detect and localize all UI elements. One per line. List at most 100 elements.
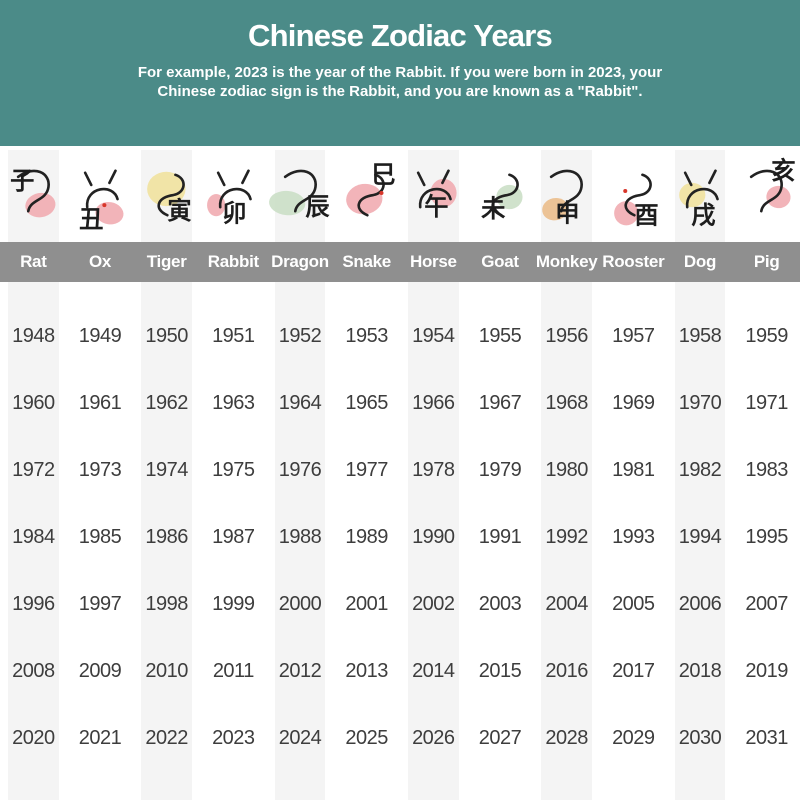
year-cell: 1948 [12, 325, 55, 347]
year-cell: 2000 [278, 593, 322, 615]
zodiac-monkey-illustration: 申 [533, 146, 600, 242]
red-accent-dot [102, 203, 107, 208]
year-cell: 1969 [612, 392, 655, 414]
year-cell: 2025 [345, 727, 388, 749]
brush-stroke [283, 169, 317, 213]
zodiac-character: 寅 [168, 196, 192, 225]
year-cell: 1986 [145, 526, 188, 548]
zodiac-column-ox: 丑 Ox 1949 1961 1973 1985 1997 2009 2021 [66, 146, 134, 800]
year-cell: 2031 [745, 727, 788, 749]
zodiac-name-goat: Goat [466, 242, 534, 282]
year-cell: 2007 [745, 593, 788, 615]
year-cell: 2029 [612, 727, 655, 749]
year-cell: 1989 [345, 526, 388, 548]
year-cell: 2012 [278, 660, 322, 682]
zodiac-character: 辰 [305, 192, 330, 221]
year-cell: 1951 [212, 325, 255, 347]
zodiac-name-rat: Rat [0, 242, 67, 282]
year-cell: 1963 [212, 392, 255, 414]
year-cell: 1994 [678, 526, 722, 548]
year-list: 1956 1968 1980 1992 2004 2016 2028 [533, 282, 600, 800]
year-cell: 1965 [345, 392, 388, 414]
zodiac-name-tiger: Tiger [133, 242, 200, 282]
zodiac-character: 申 [556, 198, 580, 227]
year-cell: 1959 [745, 325, 788, 347]
zodiac-name-ox: Ox [66, 242, 134, 282]
year-cell: 1991 [478, 526, 522, 548]
year-list: 1948 1960 1972 1984 1996 2008 2020 [0, 282, 67, 800]
year-cell: 1981 [612, 459, 655, 481]
year-cell: 1960 [12, 392, 55, 414]
year-cell: 2011 [212, 660, 255, 682]
red-accent-dot [379, 190, 384, 196]
year-cell: 1975 [212, 459, 255, 481]
brush-stroke [750, 169, 784, 213]
year-cell: 2008 [12, 660, 55, 682]
year-cell: 2005 [612, 593, 655, 615]
year-list: 1953 1965 1977 1989 2001 2013 2025 [333, 282, 400, 800]
year-cell: 1953 [345, 325, 388, 347]
zodiac-character: 未 [481, 194, 506, 223]
zodiac-name-dog: Dog [666, 242, 734, 282]
year-list: 1951 1963 1975 1987 1999 2011 2023 [200, 282, 267, 800]
year-cell: 2020 [12, 727, 55, 749]
year-cell: 2010 [145, 660, 188, 682]
year-cell: 1988 [278, 526, 322, 548]
year-cell: 1977 [345, 459, 388, 481]
year-cell: 1968 [545, 392, 588, 414]
zodiac-snake-illustration: 巳 [333, 146, 400, 242]
zodiac-character: 巳 [372, 160, 396, 189]
year-cell: 2004 [545, 593, 588, 615]
zodiac-column-pig: 亥 Pig 1959 1971 1983 1995 2007 2019 2031 [733, 146, 800, 800]
blob-shape [147, 171, 186, 207]
zodiac-pig-illustration: 亥 [733, 146, 800, 242]
zodiac-character: 子 [10, 166, 34, 195]
zodiac-dog-illustration: 戌 [667, 146, 734, 242]
year-cell: 1956 [545, 325, 588, 347]
brush-stroke [16, 169, 50, 213]
zodiac-character: 酉 [634, 200, 658, 229]
year-cell: 1984 [12, 526, 55, 548]
blob-shape [542, 197, 569, 221]
year-list: 1952 1964 1976 1988 2000 2012 2024 [267, 282, 334, 800]
brush-stroke [416, 169, 452, 209]
zodiac-column-goat: 未 Goat 1955 1967 1979 1991 2003 2015 2027 [466, 146, 534, 800]
year-cell: 2024 [278, 727, 322, 749]
zodiac-name-snake: Snake [333, 242, 400, 282]
year-cell: 1996 [12, 593, 55, 615]
subtitle-line-1: For example, 2023 is the year of the Rab… [137, 63, 663, 81]
year-cell: 1967 [478, 392, 522, 414]
year-cell: 1979 [478, 459, 522, 481]
year-cell: 1966 [412, 392, 455, 414]
brush-stroke [683, 169, 719, 209]
zodiac-character: 丑 [79, 204, 103, 233]
year-cell: 2014 [412, 660, 455, 682]
year-cell: 1976 [278, 459, 322, 481]
year-cell: 2002 [412, 593, 455, 615]
year-cell: 1964 [278, 392, 322, 414]
year-list: 1950 1962 1974 1986 1998 2010 2022 [133, 282, 200, 800]
year-cell: 1985 [78, 526, 122, 548]
year-cell: 1955 [478, 325, 522, 347]
year-cell: 1995 [745, 526, 788, 548]
year-list: 1959 1971 1983 1995 2007 2019 2031 [733, 282, 800, 800]
zodiac-rabbit-illustration: 卯 [200, 146, 267, 242]
year-cell: 1972 [12, 459, 55, 481]
year-cell: 1961 [78, 392, 122, 414]
year-cell: 1997 [78, 593, 122, 615]
zodiac-name-rabbit: Rabbit [199, 242, 267, 282]
year-cell: 1950 [145, 325, 188, 347]
year-list: 1955 1967 1979 1991 2003 2015 2027 [467, 282, 534, 800]
year-list: 1949 1961 1973 1985 1997 2009 2021 [67, 282, 134, 800]
year-cell: 2019 [745, 660, 788, 682]
year-cell: 1992 [545, 526, 588, 548]
zodiac-horse-illustration: 午 [400, 146, 467, 242]
year-cell: 1998 [145, 593, 188, 615]
year-cell: 1978 [412, 459, 455, 481]
zodiac-rat-illustration: 子 [0, 146, 67, 242]
zodiac-column-dog: 戌 Dog 1958 1970 1982 1994 2006 2018 2030 [666, 146, 734, 800]
year-cell: 2017 [612, 660, 655, 682]
zodiac-column-horse: 午 Horse 1954 1966 1978 1990 2002 2014 2026 [399, 146, 467, 800]
year-cell: 2026 [412, 727, 455, 749]
year-cell: 2030 [678, 727, 722, 749]
